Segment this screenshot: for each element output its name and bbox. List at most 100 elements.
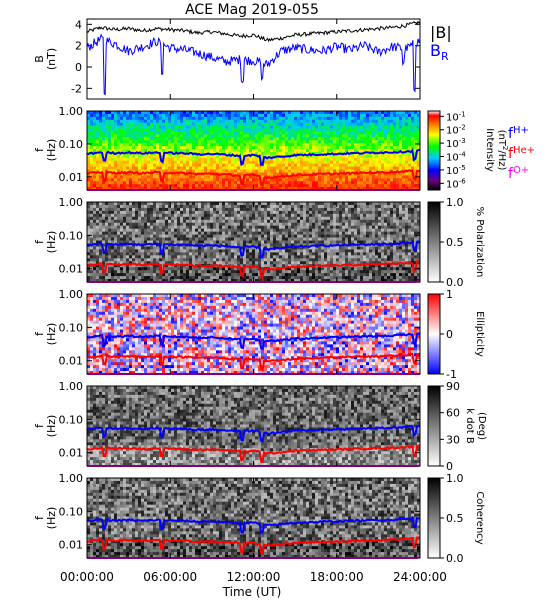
spectrogram-cell [144,175,148,179]
spectrogram-cell [354,113,358,118]
spectrogram-cell [417,163,421,167]
spectrogram-cell [411,187,415,191]
spectrogram-cell [369,163,373,167]
spectrogram-cell [372,143,376,147]
spectrogram-cell [234,273,238,277]
spectrogram-cell [198,178,202,182]
spectrogram-cell [255,116,259,121]
spectrogram-cell [402,119,406,124]
spectrogram-cell [183,111,187,115]
spectrogram-cell [360,187,364,191]
spectrogram-cell [156,252,160,256]
spectrogram-cell [270,125,274,129]
spectrogram-cell [255,213,259,218]
spectrogram-cell [354,160,358,165]
spectrogram-cell [165,111,169,115]
spectrogram-cell [267,225,271,230]
spectrogram-cell [270,134,274,138]
spectrogram-cell [114,181,118,185]
spectrogram-cell [267,172,271,176]
spectrogram-cell [183,207,187,212]
spectrogram-cell [417,125,421,129]
spectrogram-cell [282,243,286,247]
spectrogram-cell [102,216,106,221]
spectrogram-cell [231,225,235,230]
spectrogram-cell [330,184,334,188]
spectrogram-cell [138,264,142,268]
spectrogram-cell [213,119,217,124]
spectrogram-cell [183,175,187,179]
spectrogram-cell [399,131,403,135]
spectrogram-cell [243,231,247,235]
spectrogram-cell [258,258,262,262]
spectrogram-cell [354,143,358,147]
spectrogram-cell [180,163,184,167]
spectrogram-cell [399,157,403,162]
spectrogram-cell [183,149,187,153]
b-ytick-label: -2 [71,82,82,95]
spectrogram-cell [366,116,370,121]
spectrogram-cell [147,128,151,132]
spectrogram-cell [90,207,94,212]
spectrogram-cell [195,125,199,129]
spectrogram-cell [411,131,415,135]
spectrogram-cell [291,128,295,132]
spectrogram-cell [378,119,382,124]
spectrogram-cell [129,228,133,233]
spectrogram-cell [108,166,112,170]
spectrogram-cell [255,249,259,253]
spectrogram-cell [153,172,157,176]
spectrogram-cell [246,222,250,227]
spectrogram-cell [279,270,283,274]
spectrogram-cell [111,222,115,227]
spectrogram-cell [249,216,253,221]
spectrogram-cell [357,163,361,167]
spectrogram-cell [264,204,268,209]
spectrogram-cell [111,181,115,185]
spectrogram-cell [213,175,217,179]
spectrogram-cell [174,219,178,224]
spectrogram-cell [354,157,358,162]
spectrogram-cell [273,255,277,259]
spectrogram-cell [138,267,142,271]
spectrogram-cell [270,166,274,170]
spectrogram-cell [264,172,268,176]
spectrogram-cell [240,113,244,118]
spectrogram-cell [324,181,328,185]
spectrogram-cell [282,187,286,191]
spectrogram-cell [309,149,313,153]
spectrogram-cell [291,276,295,280]
spectrogram-cell [141,225,145,230]
spectrogram-cell [96,187,100,191]
spectrogram-cell [378,137,382,141]
spectrogram-cell [189,246,193,250]
spectrogram-cell [342,169,346,173]
spectrogram-cell [180,154,184,159]
spectrogram-cell [114,187,118,191]
spectrogram-cell [231,222,235,227]
spectrogram-cell [369,122,373,127]
spectrogram-cell [300,111,304,115]
spectrogram-cell [108,131,112,135]
spectrogram-cell [246,134,250,138]
spectrogram-cell [90,252,94,256]
spectrogram-cell [252,134,256,138]
spectrogram-cell [183,234,187,238]
spectrogram-cell [225,146,229,150]
spectrogram-cell [270,184,274,188]
spectrogram-cell [108,264,112,268]
spectrogram-cell [288,270,292,274]
spectrogram-cell [120,204,124,209]
spectrogram-cell [114,163,118,167]
spectrogram-cell [147,187,151,191]
spectrogram-cell [129,184,133,188]
spectrogram-cell [117,131,121,135]
spectrogram-cell [138,163,142,167]
spectrogram-cell [288,134,292,138]
spectrogram-cell [198,154,202,159]
spectrogram-cell [372,140,376,144]
spectrogram-cell [129,273,133,277]
spectrogram-cell [147,225,151,230]
spectrogram-cell [87,228,91,233]
spectrogram-cell [183,178,187,182]
